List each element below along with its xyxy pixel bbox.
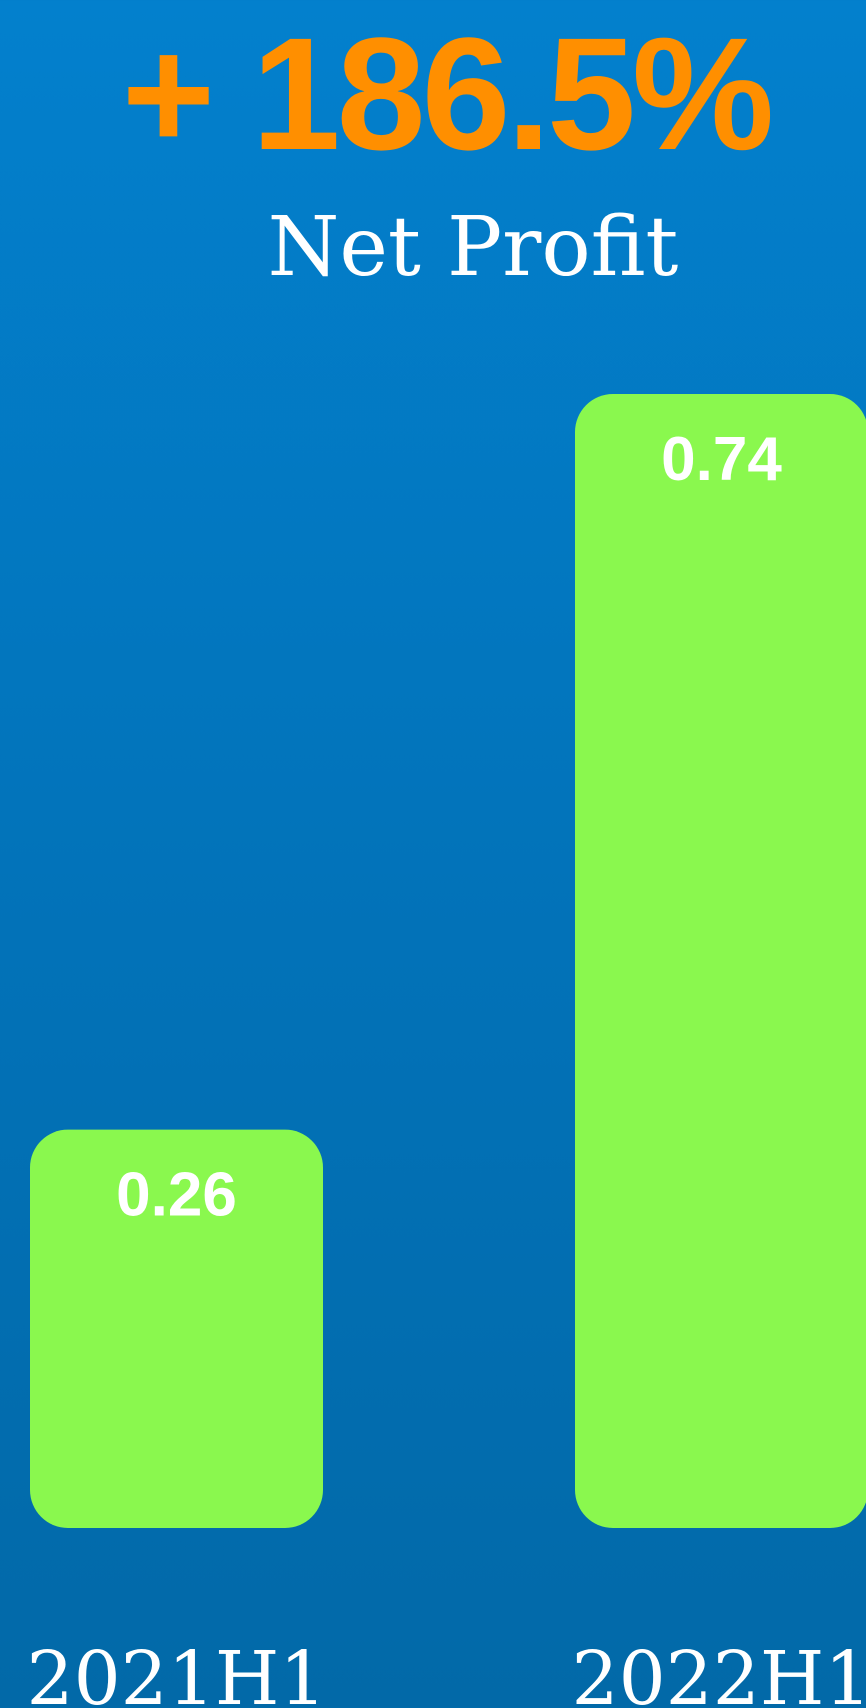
bar-value-label: 0.74	[661, 425, 782, 494]
chart-title: Net Profit	[267, 200, 679, 295]
bar-value-label: 0.26	[116, 1161, 237, 1230]
bar-2022H1	[575, 394, 866, 1528]
growth-headline: + 186.5%	[121, 4, 775, 183]
bar-2021H1	[30, 1129, 323, 1528]
category-label: 2021H1	[27, 1636, 327, 1708]
category-label: 2022H1	[572, 1636, 866, 1708]
